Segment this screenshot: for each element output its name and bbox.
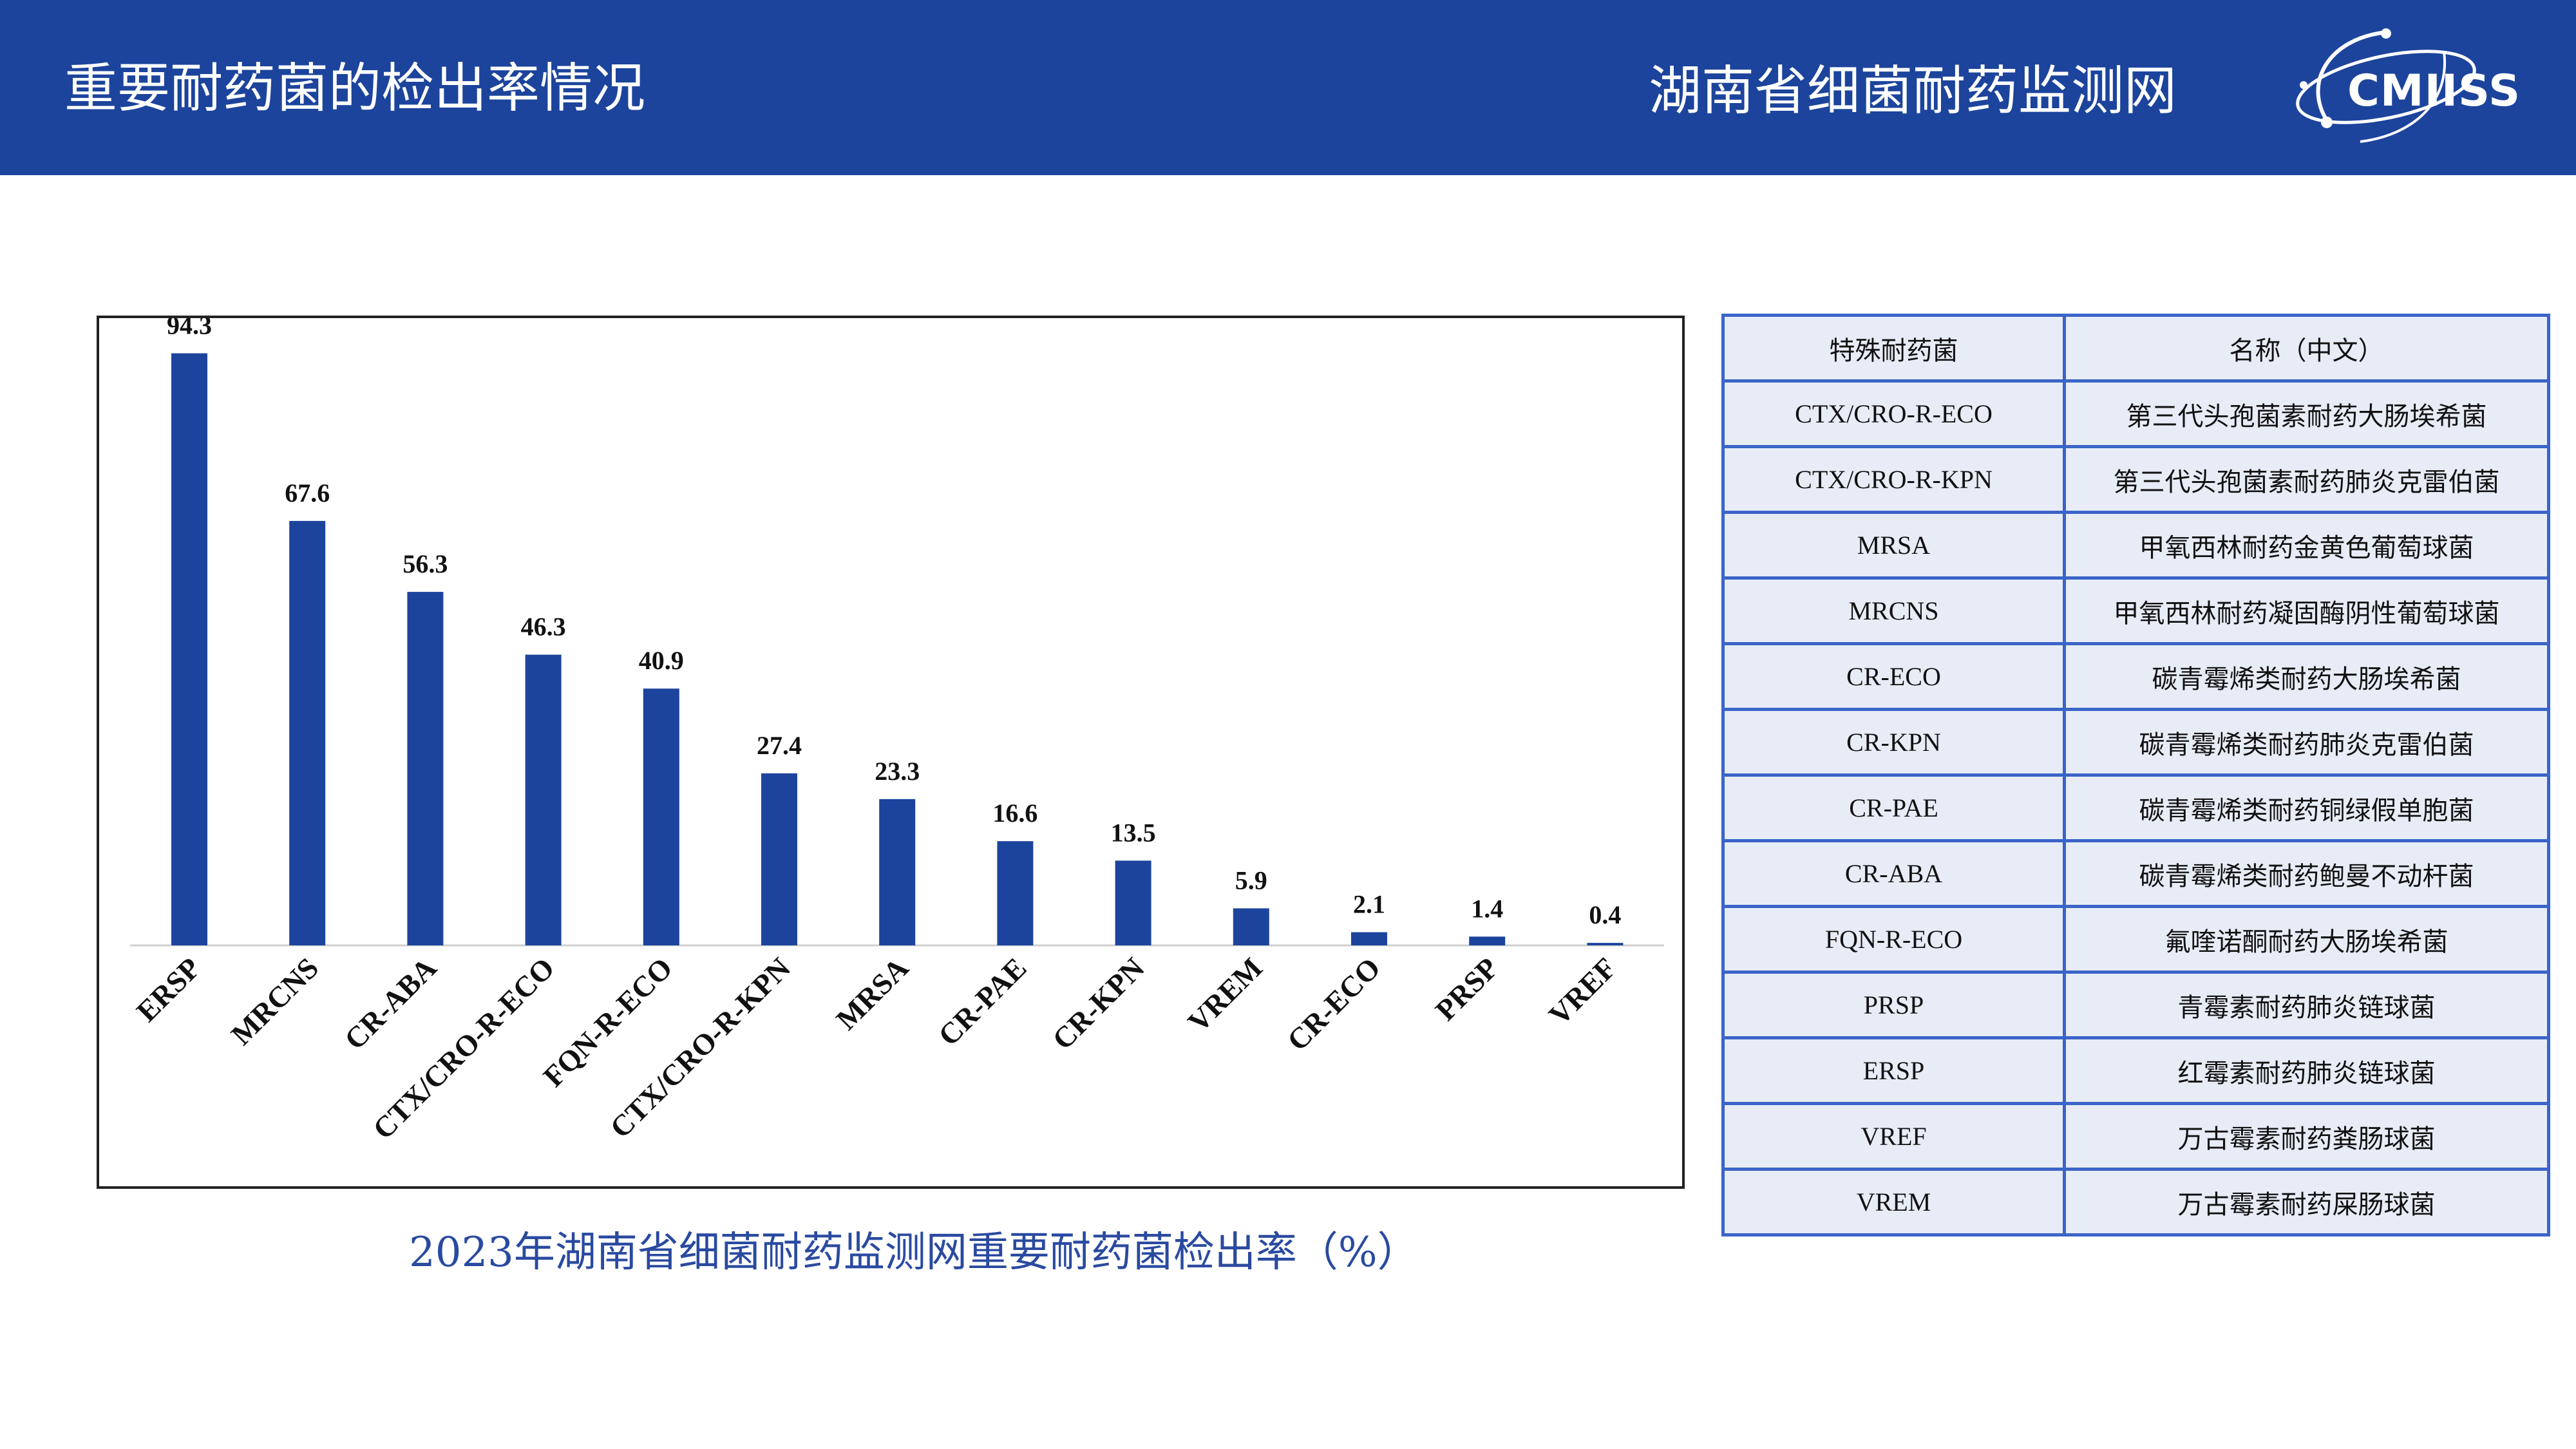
chinese-name-cell: 甲氧西林耐药金黄色葡萄球菌 — [2063, 511, 2550, 580]
bar-mrsa — [879, 799, 916, 945]
data-label: 5.9 — [1235, 866, 1267, 895]
cmiiss-logo: CMIISS — [2289, 26, 2520, 148]
data-label: 94.3 — [167, 318, 212, 340]
bar-cr-eco — [1351, 932, 1387, 945]
data-label: 1.4 — [1471, 894, 1503, 923]
x-tick-label: VREF — [1542, 951, 1623, 1032]
abbreviation-cell: CR-KPN — [1721, 708, 2066, 777]
data-label: 16.6 — [992, 799, 1037, 828]
bar-cr-aba — [407, 592, 444, 945]
chinese-name-cell: 青霉素耐药肺炎链球菌 — [2063, 971, 2550, 1039]
data-label: 67.6 — [285, 478, 330, 507]
abbreviation-cell: VREM — [1721, 1168, 2066, 1236]
bar-chart: 94.3ERSP67.6MRCNS56.3CR-ABA46.3CTX/CRO-R… — [130, 318, 1664, 1146]
abbreviation-cell: CTX/CRO-R-KPN — [1721, 445, 2066, 514]
abbreviation-cell: PRSP — [1721, 971, 2066, 1039]
table-row: MRCNS 甲氧西林耐药凝固酶阴性葡萄球菌 — [1721, 576, 2550, 645]
data-label: 40.9 — [639, 646, 684, 675]
bar-fqn-r-eco — [643, 688, 679, 945]
chinese-name-cell: 碳青霉烯类耐药大肠埃希菌 — [2063, 642, 2550, 711]
table-row: CR-ECO 碳青霉烯类耐药大肠埃希菌 — [1721, 642, 2550, 711]
x-tick-label: MRSA — [829, 951, 914, 1036]
header-bar: 重要耐药菌的检出率情况 湖南省细菌耐药监测网 CMIISS — [0, 0, 2576, 175]
abbreviation-cell: VREF — [1721, 1102, 2066, 1171]
data-label: 56.3 — [402, 549, 448, 578]
x-tick-label: VREM — [1181, 951, 1268, 1038]
bar-mrcns — [289, 520, 326, 945]
bar-cr-pae — [997, 841, 1034, 945]
abbreviation-cell: CR-ECO — [1721, 642, 2066, 711]
table-row: CTX/CRO-R-KPN 第三代头孢菌素耐药肺炎克雷伯菌 — [1721, 445, 2550, 514]
table-header-cell: 名称（中文） — [2063, 314, 2550, 383]
table-row: FQN-R-ECO 氟喹诺酮耐药大肠埃希菌 — [1721, 905, 2550, 974]
chinese-name-cell: 碳青霉烯类耐药肺炎克雷伯菌 — [2063, 708, 2550, 777]
bar-vrem — [1233, 908, 1269, 945]
table-row: VREM 万古霉素耐药屎肠球菌 — [1721, 1168, 2550, 1236]
table-header-cell: 特殊耐药菌 — [1721, 314, 2066, 383]
data-label: 0.4 — [1589, 900, 1621, 929]
atom-logo-icon — [2296, 28, 2476, 143]
x-tick-label: MRCNS — [225, 951, 325, 1051]
abbreviation-cell: CR-PAE — [1721, 773, 2066, 842]
chart-caption: 2023年湖南省细菌耐药监测网重要耐药菌检出率（%） — [409, 1229, 1419, 1276]
bar-vref — [1587, 943, 1624, 945]
logo-text: CMIISS — [2347, 66, 2521, 117]
chinese-name-cell: 碳青霉烯类耐药铜绿假单胞菌 — [2063, 773, 2550, 842]
abbreviation-table: 特殊耐药菌 名称（中文） CTX/CRO-R-ECO 第三代头孢菌素耐药大肠埃希菌 CT… — [1721, 314, 2550, 1236]
abbreviation-cell: CR-ABA — [1721, 839, 2066, 908]
x-tick-label: PRSP — [1429, 951, 1504, 1027]
table-row: CTX/CRO-R-ECO 第三代头孢菌素耐药大肠埃希菌 — [1721, 379, 2550, 448]
chart-frame: 94.3 ERSP 67.6 MRCNS 56.3 CR-ABA 46.3 CTX/CRO-R… — [97, 316, 1685, 1189]
bar-cr-kpn — [1115, 860, 1151, 945]
x-tick-label: CR-KPN — [1046, 951, 1151, 1056]
chinese-name-cell: 万古霉素耐药粪肠球菌 — [2063, 1102, 2550, 1171]
x-tick-label: CR-ECO — [1281, 951, 1387, 1057]
table-row: VREF 万古霉素耐药粪肠球菌 — [1721, 1102, 2550, 1171]
x-tick-label: CR-PAE — [932, 951, 1033, 1052]
x-tick-label: ERSP — [130, 951, 207, 1028]
abbreviation-cell: ERSP — [1721, 1036, 2066, 1105]
data-label: 27.4 — [757, 731, 802, 760]
chinese-name-cell: 氟喹诺酮耐药大肠埃希菌 — [2063, 905, 2550, 974]
data-label: 13.5 — [1111, 818, 1156, 847]
data-label: 46.3 — [521, 612, 566, 641]
network-name: 湖南省细菌耐药监测网 — [1649, 61, 2177, 122]
bar-ersp — [171, 353, 207, 945]
chinese-name-cell: 碳青霉烯类耐药鲍曼不动杆菌 — [2063, 839, 2550, 908]
x-tick-label: CR-ABA — [338, 951, 443, 1056]
chinese-name-cell: 万古霉素耐药屎肠球菌 — [2063, 1168, 2550, 1236]
bar-ctx-cro-r-kpn — [761, 773, 797, 945]
bar-ctx-cro-r-eco — [525, 654, 562, 945]
table-row: ERSP 红霉素耐药肺炎链球菌 — [1721, 1036, 2550, 1105]
page-title: 重要耐药菌的检出率情况 — [64, 58, 646, 119]
data-label: 2.1 — [1353, 890, 1385, 919]
data-label: 23.3 — [875, 757, 920, 786]
abbreviation-cell: MRSA — [1721, 511, 2066, 580]
table-header-row: 特殊耐药菌 名称（中文） — [1721, 314, 2550, 383]
table-row: CR-ABA 碳青霉烯类耐药鲍曼不动杆菌 — [1721, 839, 2550, 908]
chinese-name-cell: 甲氧西林耐药凝固酶阴性葡萄球菌 — [2063, 576, 2550, 645]
abbreviation-cell: CTX/CRO-R-ECO — [1721, 379, 2066, 448]
table-row: PRSP 青霉素耐药肺炎链球菌 — [1721, 971, 2550, 1039]
bar-prsp — [1469, 936, 1506, 945]
abbreviation-cell: FQN-R-ECO — [1721, 905, 2066, 974]
table-row: CR-PAE 碳青霉烯类耐药铜绿假单胞菌 — [1721, 773, 2550, 842]
chinese-name-cell: 第三代头孢菌素耐药大肠埃希菌 — [2063, 379, 2550, 448]
abbreviation-cell: MRCNS — [1721, 576, 2066, 645]
table-row: MRSA 甲氧西林耐药金黄色葡萄球菌 — [1721, 511, 2550, 580]
chinese-name-cell: 红霉素耐药肺炎链球菌 — [2063, 1036, 2550, 1105]
chinese-name-cell: 第三代头孢菌素耐药肺炎克雷伯菌 — [2063, 445, 2550, 514]
table-row: CR-KPN 碳青霉烯类耐药肺炎克雷伯菌 — [1721, 708, 2550, 777]
